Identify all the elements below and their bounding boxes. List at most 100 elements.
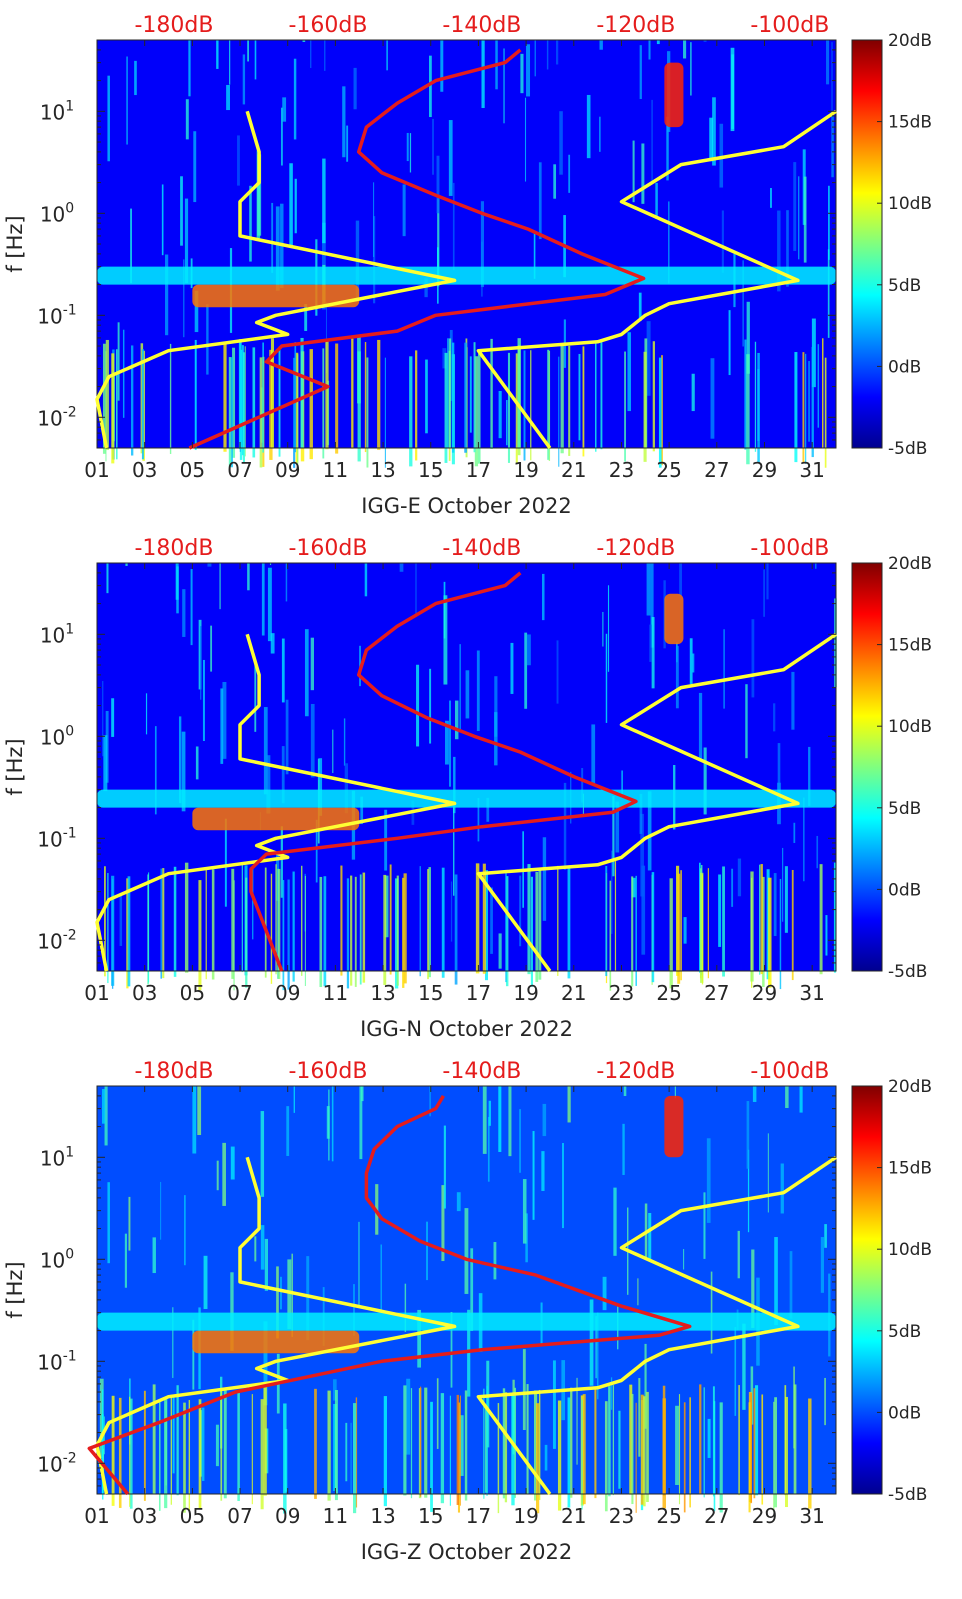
heatmap-streak: [249, 185, 252, 262]
heatmap-streak: [436, 1378, 439, 1449]
x-tick-label: 13: [370, 458, 395, 482]
x-tick-label: 27: [704, 458, 729, 482]
heatmap-streak: [445, 720, 449, 765]
heatmap-streak: [247, 40, 250, 62]
heatmap-streak: [777, 210, 781, 292]
heatmap-streak: [456, 1192, 461, 1212]
heatmap-streak: [602, 611, 604, 647]
heatmap-streak: [754, 1385, 759, 1496]
heatmap-streak: [230, 1272, 234, 1351]
top-db-label: -140dB: [442, 13, 521, 38]
heatmap-streak: [241, 345, 244, 456]
heatmap-streak: [428, 867, 431, 978]
heatmap-streak: [282, 97, 287, 122]
heatmap-streak: [595, 341, 597, 452]
heatmap-streak: [548, 350, 551, 461]
heatmap-streak: [286, 1106, 290, 1156]
heatmap-streak: [294, 178, 297, 234]
colorbar-tick-label: 20dB: [888, 554, 932, 574]
heatmap-streak: [122, 329, 125, 418]
heatmap-texture: [102, 563, 837, 991]
heatmap-streak: [467, 1309, 471, 1397]
heatmap-streak: [165, 254, 169, 336]
heatmap-streak: [111, 875, 115, 986]
heatmap-streak: [785, 1396, 788, 1508]
heatmap-streak: [129, 1398, 133, 1509]
heatmap-streak: [477, 798, 480, 842]
heatmap-streak: [570, 1387, 573, 1498]
heatmap-streak: [444, 352, 448, 463]
heatmap-streak: [538, 869, 542, 980]
heatmap-streak: [604, 1401, 608, 1512]
heatmap-streak: [828, 185, 830, 260]
heatmap-streak: [703, 40, 707, 42]
heatmap-streak: [141, 349, 144, 460]
heatmap-streak: [419, 866, 421, 977]
heatmap-streak: [449, 1395, 451, 1506]
heatmap-streak: [568, 345, 571, 456]
heatmap-streak: [581, 768, 584, 803]
heatmap-streak: [409, 356, 413, 467]
heatmap-streak: [319, 876, 323, 988]
heatmap-streak: [333, 1379, 337, 1401]
heatmap-streak: [373, 216, 376, 304]
heatmap-streak: [202, 659, 205, 741]
top-db-label: -120dB: [596, 13, 675, 38]
heatmap-streak: [826, 40, 830, 85]
heatmap-streak: [497, 1403, 500, 1514]
heatmap-streak: [505, 876, 509, 987]
heatmap-streak: [353, 67, 357, 110]
heatmap-streak: [536, 1403, 540, 1514]
heatmap-streak: [318, 758, 323, 816]
heatmap-streak: [140, 343, 144, 454]
heatmap-streak: [641, 143, 645, 204]
heatmap-streak: [297, 354, 299, 465]
heatmap-streak: [647, 791, 652, 871]
heatmap-streak: [115, 349, 118, 460]
heatmap-streak: [751, 619, 755, 698]
heatmap-streak: [648, 1213, 652, 1260]
heatmap-streak: [522, 1349, 526, 1431]
top-db-label: -180dB: [134, 13, 213, 38]
top-db-label: -100dB: [750, 13, 829, 38]
heatmap-streak: [744, 339, 747, 450]
heatmap-streak: [105, 339, 109, 451]
heatmap-streak: [232, 347, 236, 458]
heatmap-streak: [409, 133, 412, 173]
heatmap-streak: [260, 1399, 264, 1510]
heatmap-streak: [107, 872, 109, 984]
heatmap-streak: [454, 700, 459, 740]
heatmap-streak: [310, 703, 315, 778]
heatmap-streak: [257, 154, 262, 236]
heatmap-streak: [343, 718, 346, 766]
heatmap-streak: [124, 1233, 127, 1288]
heatmap-streak: [589, 1299, 594, 1386]
heatmap-streak: [358, 1221, 360, 1305]
heatmap-streak: [651, 99, 653, 184]
x-tick-label: 23: [609, 458, 634, 482]
heatmap-streak: [152, 1237, 156, 1274]
heatmap-streak: [757, 352, 760, 464]
heatmap-streak: [808, 1398, 812, 1509]
x-tick-label: 29: [752, 1504, 777, 1528]
heatmap-streak: [429, 1086, 431, 1117]
heatmap-streak: [224, 818, 227, 907]
x-tick-label: 19: [513, 1504, 538, 1528]
heatmap-streak: [364, 563, 368, 597]
heatmap-streak: [559, 111, 563, 175]
heatmap-streak: [690, 42, 692, 96]
heatmap-streak: [275, 206, 280, 291]
heatmap-streak: [162, 868, 165, 979]
heatmap-streak: [323, 876, 327, 987]
y-axis-label: f [Hz]: [3, 738, 27, 795]
noise-model-high: [476, 109, 837, 450]
heatmap-streak: [751, 1249, 755, 1328]
heatmap-streak: [306, 1256, 310, 1341]
heatmap-streak: [386, 40, 388, 71]
heatmap-streak: [782, 847, 784, 922]
heatmap-streak: [609, 880, 612, 991]
heatmap-streak: [562, 1143, 564, 1229]
heatmap-streak: [779, 878, 782, 990]
heatmap-streak: [791, 869, 794, 981]
heatmap-streak: [538, 1389, 541, 1501]
